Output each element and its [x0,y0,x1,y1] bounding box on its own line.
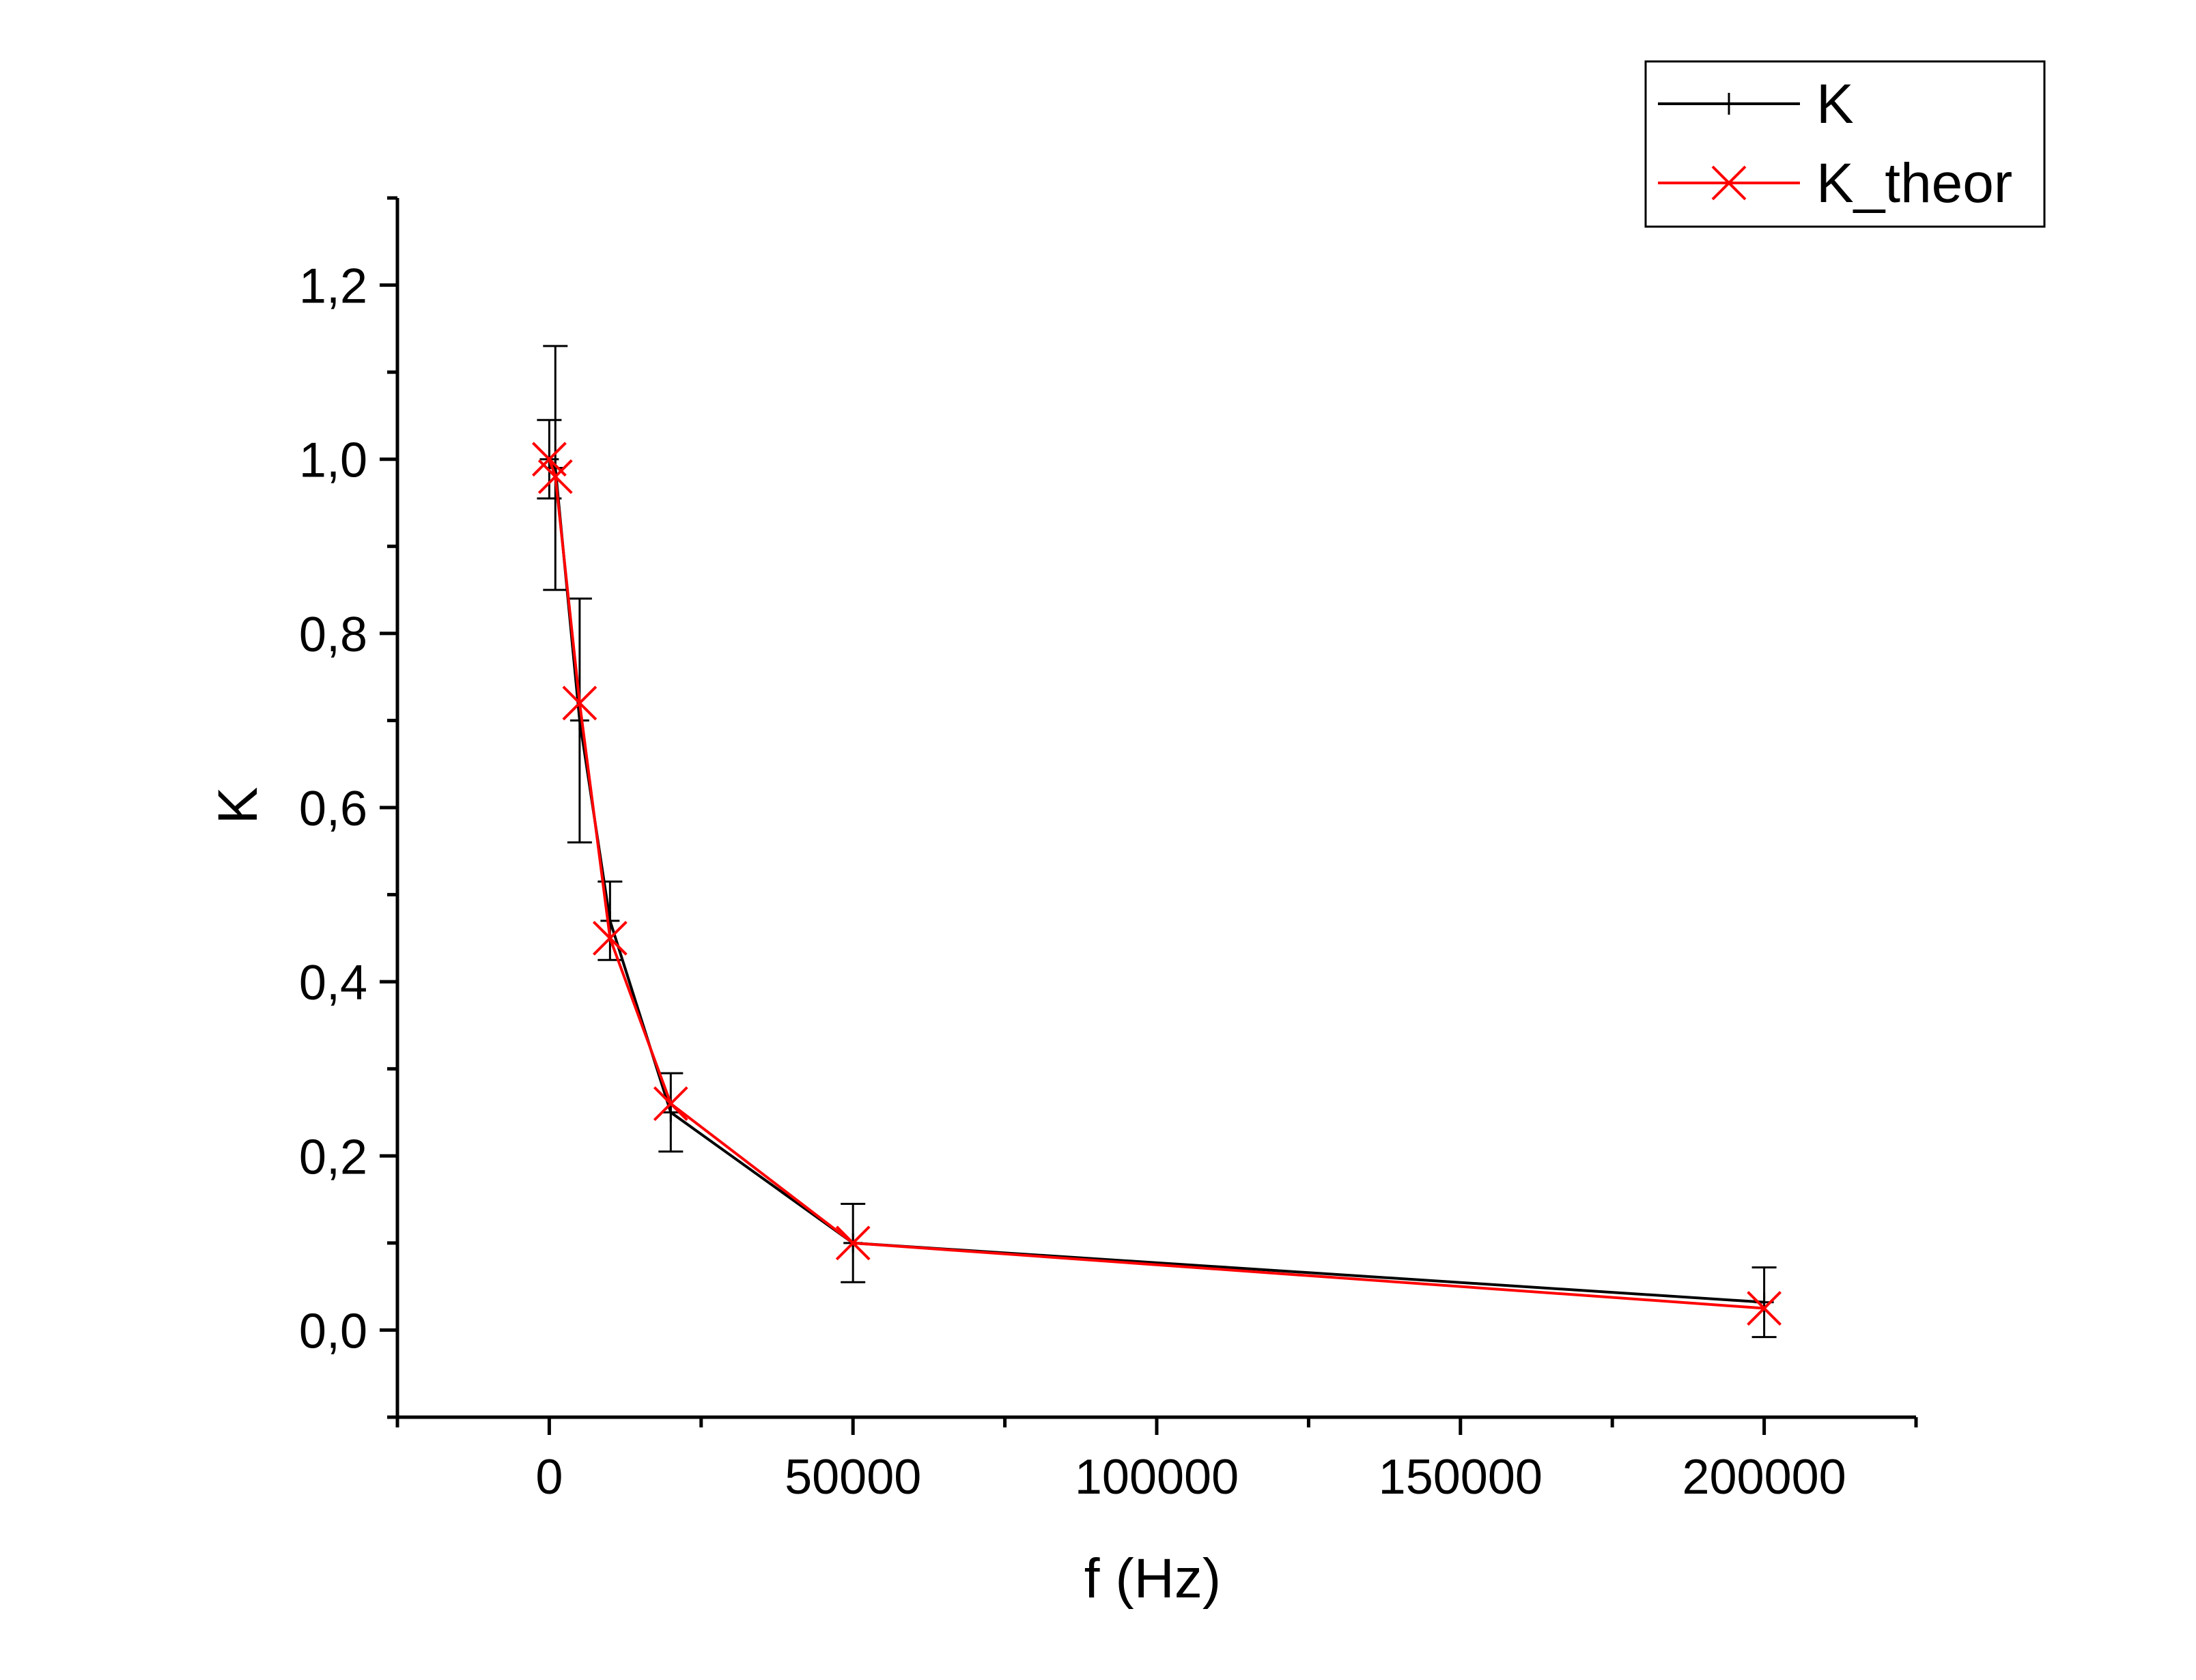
data-point [600,911,620,930]
y-tick-label: 1,0 [299,433,367,488]
legend-label: K [1816,73,1854,135]
marker-stroke [531,442,567,477]
y-tick-label: 0,0 [299,1304,367,1358]
y-axis-ticks: 0,0 0,2 0,4 0,6 0,8 1,0 1,2 [299,196,397,1419]
x-tick-label: 200000 [1682,1450,1846,1505]
marker-stroke [562,685,597,721]
x-tick-label: 100000 [1075,1450,1239,1505]
y-tick-label: 0,8 [299,608,367,662]
legend: K K_theor [1644,60,2046,228]
y-tick-label: 0,6 [299,782,367,836]
marker-stroke [835,1225,871,1261]
data-point [569,711,589,730]
series-K_theor [531,442,1782,1326]
data-point [653,1086,688,1122]
data-point [562,685,597,721]
y-tick-label: 0,2 [299,1130,367,1184]
legend-box [1644,60,2046,228]
x-tick-label: 0 [535,1450,563,1505]
marker-stroke [1747,1291,1782,1326]
x-axis-label: f (Hz) [1084,1548,1221,1610]
series-K [537,345,1777,1339]
legend-label: K_theor [1816,152,2012,214]
data-point [592,920,628,956]
y-tick-label: 0,4 [299,956,367,1010]
plot-area [531,345,1782,1339]
x-tick-label: 50000 [785,1450,921,1505]
axes [395,198,1916,1419]
legend-marker [1711,165,1747,201]
marker-stroke [592,920,628,956]
data-point [661,1102,681,1122]
data-point [1747,1291,1782,1326]
legend-entry-K: K [1658,73,1854,135]
y-axis-label: K [207,787,269,825]
x-axis-ticks: 0 50000 100000 150000 200000 [395,1417,1918,1505]
series-line [548,458,1764,1304]
legend-entry-K_theor: K_theor [1658,152,2012,214]
data-point [537,459,573,494]
marker-stroke [653,1086,688,1122]
series-line [548,459,1764,1310]
data-point [835,1225,871,1261]
marker-stroke [537,459,573,494]
y-tick-label: 1,2 [299,259,367,314]
x-tick-label: 150000 [1379,1450,1543,1505]
